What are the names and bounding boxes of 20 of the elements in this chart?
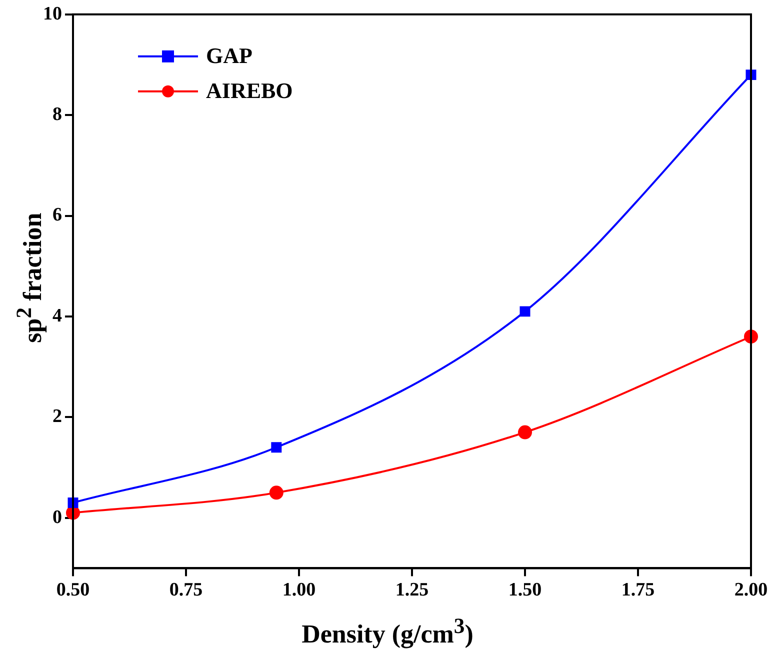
- legend-label: GAP: [206, 43, 252, 68]
- point: [271, 442, 282, 453]
- point: [269, 486, 284, 500]
- legend-label: AIREBO: [206, 78, 293, 104]
- y-tick-label: 10: [43, 3, 62, 24]
- y-tick-label: 4: [52, 305, 62, 326]
- x-tick-label: 1.75: [621, 580, 655, 601]
- y-tick-label: 2: [52, 406, 62, 428]
- y-tick-label: 6: [52, 204, 62, 226]
- x-tick-label: 1.00: [282, 580, 316, 601]
- x-tick-label: 1.50: [508, 580, 542, 601]
- x-axis-title: Density (g/cm$^{3}$): [300, 614, 474, 649]
- x-tick-label: 0.75: [169, 580, 203, 601]
- point: [520, 306, 530, 317]
- y-tick-label: 8: [52, 104, 62, 125]
- x-tick-label: 2.00: [734, 580, 768, 601]
- y-tick-label: 0: [52, 506, 62, 528]
- point: [518, 425, 532, 440]
- x-tick-label: 0.50: [56, 580, 90, 601]
- x-tick-label: 1.25: [395, 580, 429, 601]
